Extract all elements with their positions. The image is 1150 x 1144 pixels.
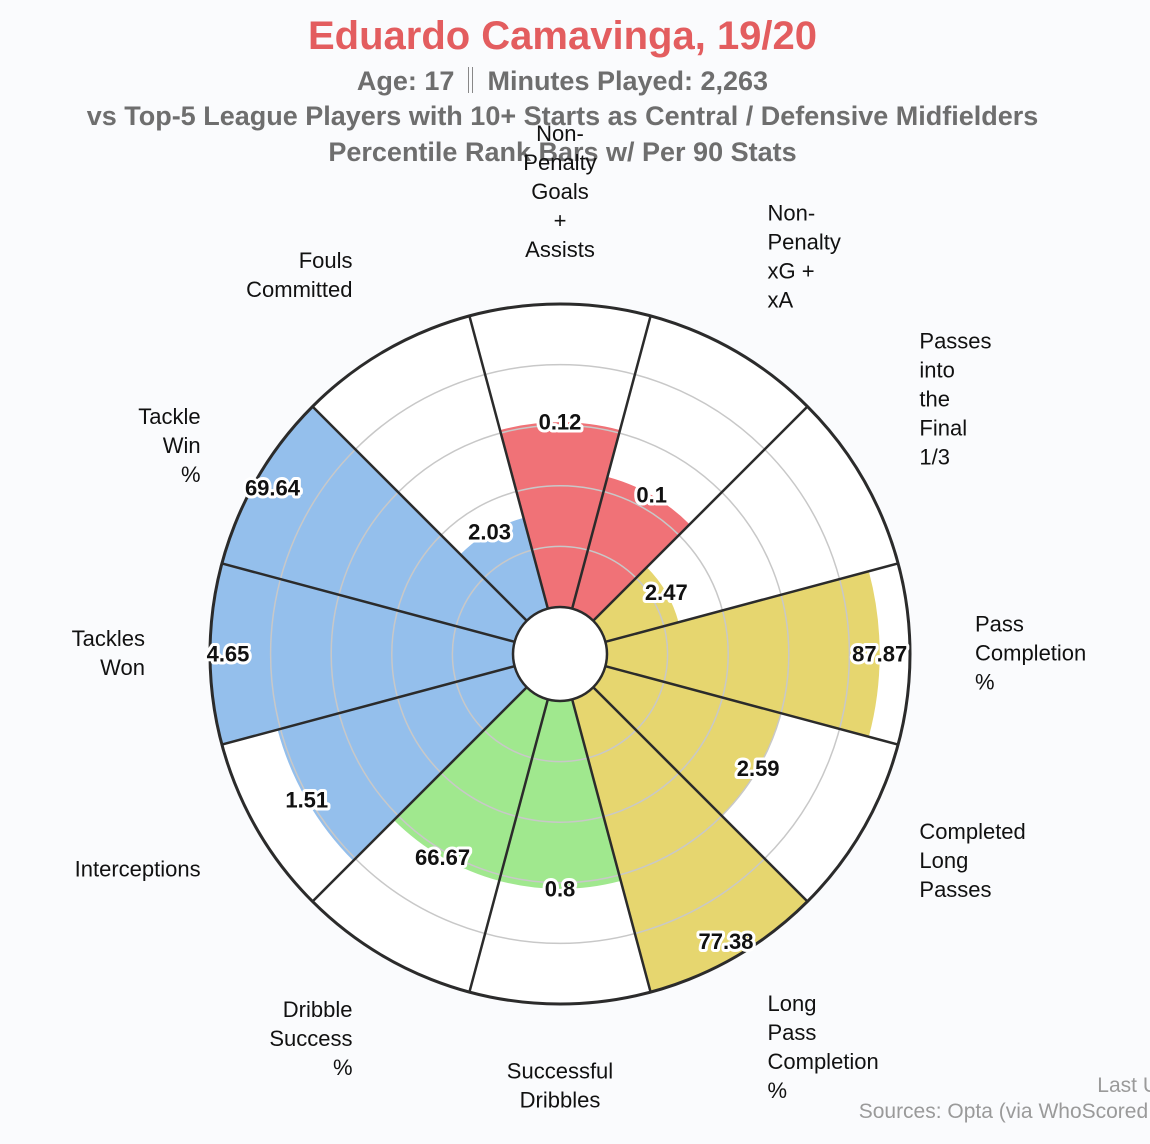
bar-non-penalty-goals-assists (499, 422, 621, 609)
category-label-tackles-won: Tackles Won (72, 626, 145, 680)
bar-passes-into-the-final-1-3 (593, 567, 679, 642)
subtitle-player-info: Age: 17 Minutes Played: 2,263 (0, 66, 1125, 97)
category-label-line: Dribbles (520, 1087, 601, 1112)
category-label-line: Tackle (138, 404, 200, 429)
bar-completed-long-passes (593, 666, 782, 816)
category-label-line: % (181, 462, 201, 487)
category-label-non-penalty-goals-assists: Non- Penalty Goals + Assists (523, 121, 596, 262)
category-label-line: Dribble (283, 997, 353, 1022)
value-label-long-pass-completion: 77.38 (698, 929, 753, 954)
grid-ring (451, 545, 669, 763)
spoke-line (221, 664, 515, 746)
category-label-line: Success (269, 1026, 352, 1051)
category-label-line: Tackles (72, 626, 145, 651)
grid-ring (330, 424, 790, 884)
age-text: Age: 17 (356, 66, 455, 96)
spoke-line (605, 664, 899, 746)
category-label-line: 1/3 (919, 445, 950, 470)
subtitle-comparison: vs Top-5 League Players with 10+ Starts … (86, 101, 1039, 131)
center-hole (511, 605, 609, 703)
value-label-pass-completion: 87.87 (852, 642, 907, 667)
bar-dribble-success (393, 687, 548, 881)
category-label-line: xG + (768, 258, 815, 283)
spoke-line (605, 562, 899, 644)
category-label-line: Committed (246, 277, 352, 302)
minutes-played-text: Minutes Played: 2,263 (487, 66, 769, 96)
category-label-line: Completed (919, 819, 1025, 844)
spoke-line (570, 699, 652, 993)
grid-ring (391, 485, 729, 823)
category-label-dribble-success: Dribble Success% (269, 997, 352, 1080)
category-label-line: Fouls (299, 248, 353, 273)
bar-tackles-won (210, 563, 515, 745)
category-label-line: Successful (507, 1058, 613, 1083)
category-label-line: % (975, 670, 995, 695)
value-label-non-penalty-xg-xa: 0.1 (636, 483, 667, 508)
category-label-line: Penalty (768, 229, 841, 254)
spoke-line (221, 562, 515, 644)
category-label-pass-completion: Pass Completion% (975, 612, 1086, 695)
category-label-line: Penalty (523, 150, 596, 175)
category-label-line: Non- (536, 121, 584, 146)
category-label-line: % (333, 1055, 353, 1080)
category-label-line: Long (919, 848, 968, 873)
value-label-successful-dribbles: 0.8 (545, 876, 576, 901)
spoke-line (592, 405, 809, 622)
category-label-line: Pass (768, 1020, 817, 1045)
outer-ring (208, 302, 912, 1006)
category-label-line: Passes (919, 877, 991, 902)
subtitle-method: Percentile Rank Bars w/ Per 90 Stats (328, 137, 797, 167)
chart-title: Eduardo Camavinga, 19/20 (307, 14, 818, 58)
value-label-dribble-success: 66.67 (415, 845, 470, 870)
category-label-successful-dribbles: Successful Dribbles (507, 1058, 613, 1112)
category-label-completed-long-passes: Completed Long Passes (919, 819, 1025, 902)
bar-fouls-committed (460, 517, 548, 621)
category-label-line: Pass (975, 612, 1024, 637)
category-label-line: Completion (768, 1049, 879, 1074)
category-label-line: Won (100, 655, 145, 680)
category-label-line: Goals (531, 179, 588, 204)
spoke-line (592, 686, 809, 903)
bar-pass-completion (605, 571, 880, 737)
spoke-line (468, 315, 550, 609)
value-label-completed-long-passes: 2.59 (737, 756, 780, 781)
category-label-line: into (919, 358, 954, 383)
separator (468, 67, 474, 93)
value-label-fouls-committed: 2.03 (468, 519, 511, 544)
category-label-line: Assists (525, 237, 595, 262)
footer-updated: Last U (1097, 1074, 1150, 1097)
value-label-tackle-win: 69.64 (245, 476, 301, 501)
value-label-interceptions: 1.51 (285, 788, 328, 813)
category-label-line: Win (163, 433, 201, 458)
value-label-passes-into-the-final-1-3: 2.47 (645, 580, 688, 605)
category-label-fouls-committed: Fouls Committed (246, 248, 352, 302)
value-label-tackles-won: 4.65 (207, 642, 250, 667)
spoke-line (468, 699, 550, 993)
category-label-tackle-win: Tackle Win% (138, 404, 200, 487)
category-label-passes-into-the-final-1-3: Passes into the Final 1/3 (919, 329, 991, 470)
grid-ring (269, 363, 851, 945)
category-label-long-pass-completion: Long Pass Completion% (768, 991, 879, 1103)
category-label-line: the (919, 387, 950, 412)
footer-sources: Sources: Opta (via WhoScored. (858, 1100, 1150, 1123)
category-label-line: % (768, 1078, 788, 1103)
bar-successful-dribbles (499, 699, 621, 889)
value-label-non-penalty-goals-assists: 0.12 (539, 410, 582, 435)
category-label-line: Final (919, 416, 967, 441)
spoke-line (311, 405, 528, 622)
spoke-line (570, 315, 652, 609)
category-label-interceptions: Interceptions (75, 857, 201, 882)
spoke-line (311, 686, 528, 903)
category-label-line: Passes (919, 329, 991, 354)
category-label-line: Long (768, 991, 817, 1016)
category-label-line: Completion (975, 641, 1086, 666)
category-label-line: + (554, 208, 567, 233)
bar-non-penalty-xg-xa (572, 476, 690, 621)
category-label-line: xA (768, 287, 794, 312)
category-label-line: Interceptions (75, 857, 201, 882)
category-label-line: Non- (768, 200, 816, 225)
category-label-non-penalty-xg-xa: Non- Penalty xG + xA (768, 200, 841, 312)
